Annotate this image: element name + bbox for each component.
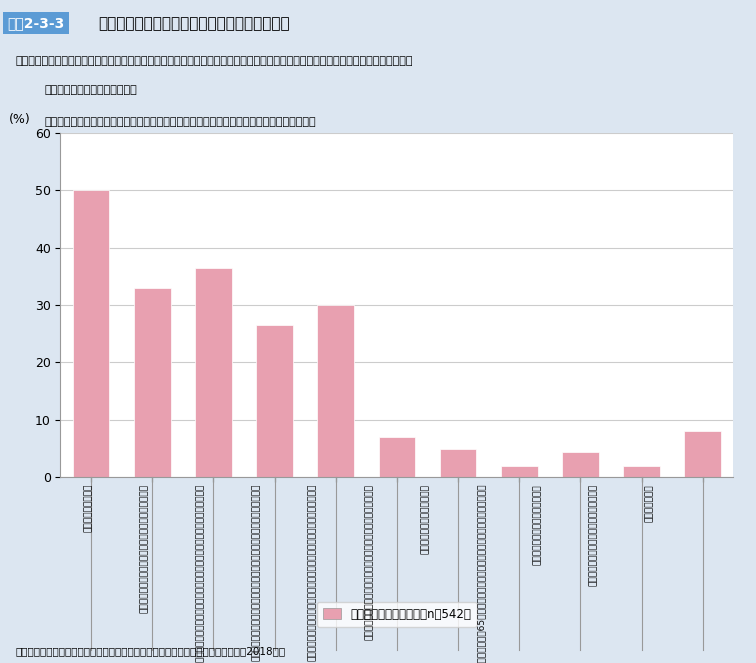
Bar [256, 325, 293, 477]
Text: 仕事内容や労働条件（労働時間や賃金など）が自身の希望と合わないため: 仕事内容や労働条件（労働時間や賃金など）が自身の希望と合わないため [253, 484, 262, 662]
Text: 職場の雰囲気が合わないため: 職場の雰囲気が合わないため [420, 484, 429, 554]
Legend: 障害や病気を有する者（n＝542）: 障害や病気を有する者（n＝542） [317, 602, 477, 627]
Text: 【設問】仕事をしたくない又は続けたいと思わない理由、今後仕事ができない又は続けられないと思う理由は何ですか。（３つまで）: 【設問】仕事をしたくない又は続けたいと思わない理由、今後仕事ができない又は続けら… [15, 56, 413, 66]
Text: 他にやりたいこと（趣味など）があるため: 他にやりたいこと（趣味など）があるため [589, 484, 598, 586]
Text: 職場の上司・同僚から、障害や病気に対する理解や協力が得られないため: 職場の上司・同僚から、障害や病気に対する理解や協力が得られないため [308, 484, 318, 662]
Text: 就業・就業継続の意思があるが、障害や病気を有しながら仕事をすることは困難だと思う者: 就業・就業継続の意思があるが、障害や病気を有しながら仕事をすることは困難だと思う… [44, 117, 316, 127]
Text: 資料：厚生労働省政策統括官付政策評価官室委託「自立支援に関する意識調査」（2018年）: 資料：厚生労働省政策統括官付政策評価官室委託「自立支援に関する意識調査」（201… [15, 646, 285, 656]
Y-axis label: (%): (%) [9, 113, 31, 126]
Bar [623, 466, 660, 477]
Bar [684, 432, 721, 477]
Bar [501, 466, 538, 477]
Text: 職場環境や業務体制（柔軟な勤務形態、休暇・休業制度等）が整備されていないため: 職場環境や業務体制（柔軟な勤務形態、休暇・休業制度等）が整備されていないため [196, 484, 205, 663]
Text: 図表2-3-3: 図表2-3-3 [8, 16, 65, 30]
Text: 障害や病気に対する治療等に専念する必要があるため: 障害や病気に対する治療等に専念する必要があるため [140, 484, 149, 613]
Text: 育児や高齢者の介護・介助のため: 育児や高齢者の介護・介助のため [532, 484, 541, 565]
Text: 家族から仕事に就かないこと又は仕事を辞めることを勧められた: 家族から仕事に就かないこと又は仕事を辞めることを勧められた [364, 484, 373, 640]
Text: （障害や病気を有する者のみ）: （障害や病気を有する者のみ） [44, 86, 137, 95]
Bar [134, 288, 171, 477]
Bar [379, 437, 415, 477]
Text: 今後仕事ができない・続けられないと思う理由: 今後仕事ができない・続けられないと思う理由 [98, 16, 290, 30]
Bar [73, 190, 110, 477]
Bar [318, 305, 354, 477]
Text: 特に理由はない: 特に理由はない [645, 484, 654, 522]
Bar [562, 452, 599, 477]
Text: 障害や病気等を抱える家族など（65歳以上の高齢者を除く）の看病・介護・介助があるため: 障害や病気等を抱える家族など（65歳以上の高齢者を除く）の看病・介護・介助がある… [476, 484, 485, 663]
FancyBboxPatch shape [0, 0, 756, 46]
Bar [195, 268, 232, 477]
Text: 体力的に厳しいため: 体力的に厳しいため [84, 484, 93, 532]
Bar [440, 449, 476, 477]
